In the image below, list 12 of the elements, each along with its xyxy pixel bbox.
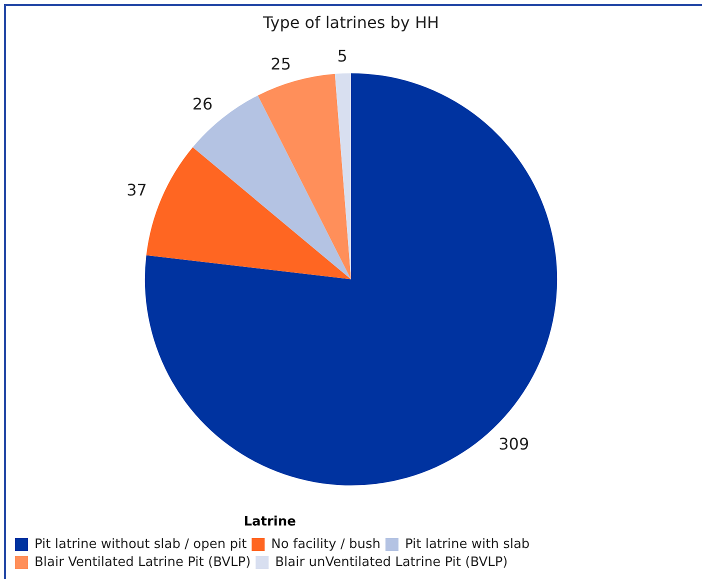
legend-title: Latrine	[244, 514, 296, 530]
data-label: 26	[192, 94, 213, 114]
data-label: 5	[337, 46, 348, 66]
legend-label: Blair Ventilated Latrine Pit (BVLP)	[34, 554, 251, 570]
data-label: 309	[498, 434, 530, 454]
chart-title: Type of latrines by HH	[262, 12, 440, 32]
legend-label: Blair unVentilated Latrine Pit (BVLP)	[275, 554, 508, 570]
data-label: 25	[270, 54, 292, 74]
legend-label: Pit latrine without slab / open pit	[34, 536, 247, 552]
legend-label: No facility / bush	[271, 536, 380, 552]
legend-label: Pit latrine with slab	[404, 536, 530, 552]
data-label: 37	[126, 180, 147, 200]
